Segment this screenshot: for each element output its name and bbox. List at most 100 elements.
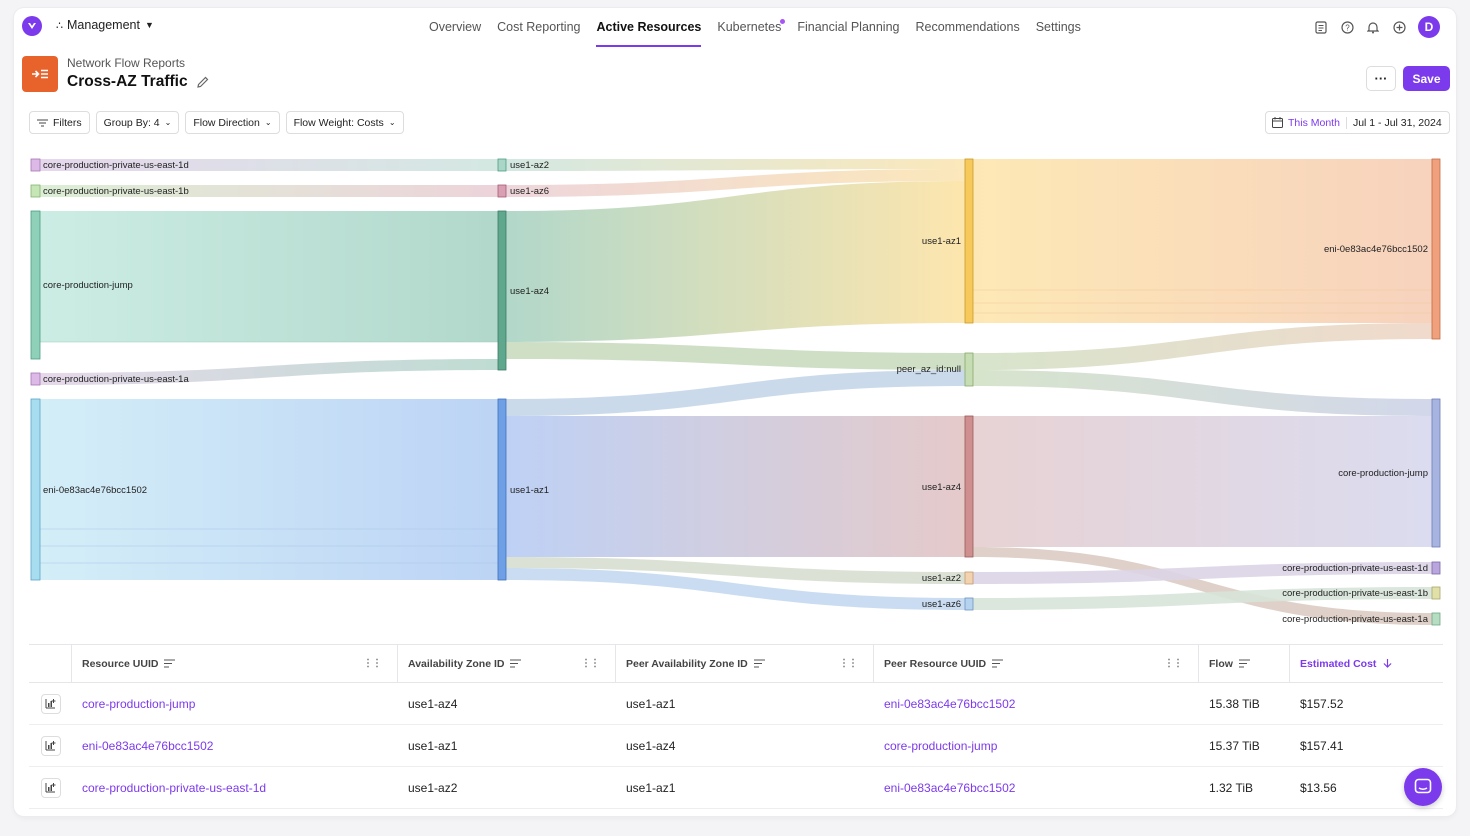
sankey-node[interactable] bbox=[30, 184, 41, 198]
sankey-link[interactable] bbox=[506, 416, 965, 557]
sort-icon[interactable] bbox=[510, 659, 522, 668]
tab-cost-reporting[interactable]: Cost Reporting bbox=[497, 20, 581, 34]
sankey-node[interactable] bbox=[30, 372, 41, 386]
sankey-node[interactable] bbox=[964, 158, 974, 324]
chevron-down-icon: ⌄ bbox=[264, 118, 272, 127]
tab-overview[interactable]: Overview bbox=[429, 20, 482, 34]
sankey-link[interactable] bbox=[40, 211, 499, 342]
sort-icon[interactable] bbox=[753, 659, 765, 668]
org-switcher[interactable]: ∴ Management ▼ bbox=[56, 18, 154, 32]
sankey-node[interactable] bbox=[497, 398, 507, 581]
sankey-link[interactable] bbox=[972, 416, 1432, 547]
sankey-node[interactable] bbox=[964, 415, 974, 558]
tab-settings[interactable]: Settings bbox=[1035, 20, 1081, 34]
chart-add-icon[interactable] bbox=[40, 735, 61, 756]
table-row[interactable]: core-production-jump use1-az4 use1-az1 e… bbox=[29, 683, 1443, 725]
chart-add-icon[interactable] bbox=[40, 693, 61, 714]
resource-uuid-link[interactable]: eni-0e83ac4e76bcc1502 bbox=[82, 738, 214, 753]
drag-handle-icon[interactable]: ⋮⋮ bbox=[581, 658, 600, 669]
column-header-az-id[interactable]: Availability Zone ID ⋮⋮ bbox=[398, 645, 616, 682]
sankey-node[interactable] bbox=[964, 597, 974, 611]
sort-icon[interactable] bbox=[992, 659, 1004, 668]
peer-resource-link[interactable]: core-production-jump bbox=[884, 738, 998, 753]
bell-icon[interactable] bbox=[1366, 20, 1380, 34]
sankey-node[interactable] bbox=[964, 352, 974, 387]
sankey-label: core-production-jump bbox=[43, 280, 133, 291]
drag-handle-icon[interactable]: ⋮⋮ bbox=[1164, 658, 1183, 669]
sankey-link[interactable] bbox=[506, 370, 965, 416]
sankey-node[interactable] bbox=[30, 398, 41, 581]
nav-icons: ? D bbox=[1314, 16, 1440, 38]
org-label: Management bbox=[67, 18, 140, 32]
tab-active-resources[interactable]: Active Resources bbox=[588, 8, 709, 48]
az-id-cell: use1-az2 bbox=[408, 780, 458, 795]
sankey-link[interactable] bbox=[506, 181, 965, 342]
sankey-link[interactable] bbox=[40, 359, 499, 385]
table-row[interactable]: core-production-private-us-east-1d use1-… bbox=[29, 767, 1443, 809]
sankey-node[interactable] bbox=[30, 158, 41, 172]
tab-recommendations[interactable]: Recommendations bbox=[915, 20, 1020, 34]
app-logo-icon[interactable] bbox=[22, 16, 42, 36]
date-range-picker[interactable]: This Month Jul 1 - Jul 31, 2024 bbox=[1265, 111, 1450, 134]
more-options-button[interactable]: ··· bbox=[1366, 66, 1396, 91]
sankey-link[interactable] bbox=[972, 562, 1432, 584]
sankey-node[interactable] bbox=[1431, 612, 1441, 626]
flow-weight-dropdown[interactable]: Flow Weight: Costs ⌄ bbox=[285, 111, 404, 134]
cost-cell: $157.52 bbox=[1300, 696, 1344, 711]
sankey-link[interactable] bbox=[40, 399, 499, 580]
resource-uuid-link[interactable]: core-production-private-us-east-1d bbox=[82, 780, 267, 795]
column-header-peer-resource-uuid[interactable]: Peer Resource UUID ⋮⋮ bbox=[874, 645, 1199, 682]
sankey-node[interactable] bbox=[497, 158, 507, 172]
user-avatar[interactable]: D bbox=[1418, 16, 1440, 38]
sankey-link[interactable] bbox=[506, 342, 965, 370]
sankey-node[interactable] bbox=[497, 184, 507, 198]
sankey-link[interactable] bbox=[972, 159, 1432, 323]
column-header-label: Peer Availability Zone ID bbox=[626, 657, 748, 670]
arrow-down-icon[interactable] bbox=[1382, 659, 1393, 668]
tab-financial-planning[interactable]: Financial Planning bbox=[797, 20, 900, 34]
sankey-link[interactable] bbox=[506, 159, 965, 171]
sankey-link[interactable] bbox=[506, 568, 965, 610]
sankey-node[interactable] bbox=[497, 210, 507, 371]
sankey-node[interactable] bbox=[1431, 561, 1441, 575]
sankey-label: core-production-private-us-east-1a bbox=[43, 374, 189, 385]
chart-add-icon[interactable] bbox=[40, 777, 61, 798]
table-row[interactable]: eni-0e83ac4e76bcc1502 use1-az1 use1-az4 … bbox=[29, 725, 1443, 767]
column-header-resource-uuid[interactable]: Resource UUID ⋮⋮ bbox=[72, 645, 398, 682]
sort-icon[interactable] bbox=[1238, 659, 1250, 668]
chat-button[interactable] bbox=[1404, 768, 1442, 806]
group-by-dropdown[interactable]: Group By: 4 ⌄ bbox=[95, 111, 180, 134]
sort-icon[interactable] bbox=[164, 659, 176, 668]
sankey-link[interactable] bbox=[40, 185, 499, 197]
breadcrumb[interactable]: Network Flow Reports bbox=[67, 56, 186, 70]
pencil-icon[interactable] bbox=[196, 75, 210, 89]
sankey-node[interactable] bbox=[30, 210, 41, 360]
sankey-node[interactable] bbox=[1431, 158, 1441, 340]
column-header-estimated-cost[interactable]: Estimated Cost bbox=[1290, 645, 1443, 682]
sankey-node[interactable] bbox=[1431, 586, 1441, 600]
sankey-link[interactable] bbox=[972, 370, 1432, 416]
column-header-flow[interactable]: Flow bbox=[1199, 645, 1290, 682]
sankey-link[interactable] bbox=[506, 557, 965, 584]
drag-handle-icon[interactable]: ⋮⋮ bbox=[839, 658, 858, 669]
flow-cell: 15.37 TiB bbox=[1209, 738, 1260, 753]
sankey-link[interactable] bbox=[40, 159, 499, 171]
filters-button[interactable]: Filters bbox=[29, 111, 90, 134]
peer-resource-link[interactable]: eni-0e83ac4e76bcc1502 bbox=[884, 696, 1016, 711]
document-icon[interactable] bbox=[1314, 20, 1328, 34]
sankey-node[interactable] bbox=[1431, 398, 1441, 548]
drag-handle-icon[interactable]: ⋮⋮ bbox=[363, 658, 382, 669]
resource-uuid-link[interactable]: core-production-jump bbox=[82, 696, 196, 711]
add-circle-icon[interactable] bbox=[1392, 20, 1406, 34]
help-icon[interactable]: ? bbox=[1340, 20, 1354, 34]
tab-kubernetes[interactable]: Kubernetes bbox=[709, 8, 789, 48]
save-button[interactable]: Save bbox=[1403, 66, 1450, 91]
flow-direction-dropdown[interactable]: Flow Direction ⌄ bbox=[185, 111, 280, 134]
sankey-link[interactable] bbox=[972, 587, 1432, 610]
sankey-link[interactable] bbox=[972, 323, 1432, 370]
sankey-link[interactable] bbox=[972, 547, 1432, 625]
column-header-peer-az-id[interactable]: Peer Availability Zone ID ⋮⋮ bbox=[616, 645, 874, 682]
sankey-link[interactable] bbox=[506, 169, 965, 197]
sankey-node[interactable] bbox=[964, 571, 974, 585]
peer-resource-link[interactable]: eni-0e83ac4e76bcc1502 bbox=[884, 780, 1016, 795]
